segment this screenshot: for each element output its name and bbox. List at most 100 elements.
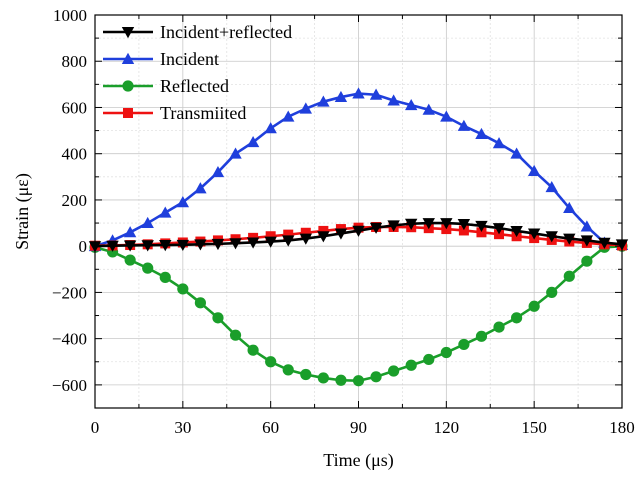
data-point-incident [405,98,418,111]
data-point-incident [475,127,488,140]
legend-label: Transmiited [160,103,246,123]
data-point-incident [510,147,523,159]
data-point-incident [264,122,277,134]
data-point-incident [317,95,330,107]
data-point-incident [123,226,137,238]
data-point-incident [194,182,207,194]
data-point-incident-reflected [475,220,488,233]
data-point-incident-reflected [141,240,154,252]
x-tick-label: 180 [609,418,635,437]
x-tick-label: 60 [262,418,279,437]
data-point-reflected [510,312,523,324]
series-layer [88,87,629,387]
legend-label: Reflected [160,76,229,96]
data-point-reflected [405,359,417,371]
data-point-reflected [159,271,171,283]
data-point-incident-reflected [159,240,172,252]
data-point-incident [440,110,453,122]
data-point-incident-reflected [123,240,137,252]
data-point-reflected [528,300,540,312]
data-point-reflected [458,338,470,351]
axis-ticks: 0 30 60 90 120 150 180 −600 −400 −200 0 200 400 600 80… [52,6,635,437]
data-point-reflected [177,283,189,295]
data-point-incident-reflected [545,231,558,243]
data-point-incident-reflected [106,240,119,252]
data-point-reflected [317,372,329,384]
data-point-incident [527,164,541,177]
data-point-incident-reflected [422,218,435,230]
legend-marker [121,27,135,39]
data-point-reflected [300,368,312,381]
legend-marker [123,108,133,118]
data-point-incident [580,220,594,232]
y-tick-label: −600 [52,376,87,395]
x-axis-title: Time (μs) [323,450,394,471]
data-point-incident [176,196,190,208]
data-point-reflected [124,254,136,266]
data-point-incident-reflected [317,231,330,243]
data-point-reflected [475,330,488,342]
data-point-reflected [247,344,259,356]
data-point-incident [545,181,558,193]
data-point-incident [229,147,242,159]
series-incident-reflected [88,218,629,253]
data-point-incident [282,110,295,122]
data-point-incident-reflected [405,218,418,230]
y-tick-label: 600 [62,98,88,117]
data-point-incident-reflected [440,218,453,230]
data-point-incident [352,87,365,99]
data-point-reflected [563,270,575,282]
y-axis-title: Strain (με) [12,173,33,250]
data-point-incident-reflected [299,233,312,245]
data-point-reflected [352,375,365,387]
data-point-incident-reflected [580,235,594,247]
data-point-incident-reflected [387,220,400,232]
x-tick-label: 30 [174,418,191,437]
data-point-incident [457,119,471,131]
data-point-reflected [265,356,277,368]
data-point-incident [369,88,383,100]
data-point-incident-reflected [264,236,277,248]
x-tick-label: 150 [521,418,547,437]
data-point-incident-reflected [563,233,576,245]
legend-marker [122,80,134,92]
data-point-reflected [229,329,242,341]
data-point-transmiited [476,227,487,238]
data-point-reflected [335,374,347,386]
data-point-incident [299,102,312,114]
data-point-incident-reflected [194,239,207,251]
data-point-incident-reflected [246,237,260,249]
data-point-reflected [142,262,154,274]
data-point-reflected [423,353,435,366]
data-point-transmiited [283,229,294,240]
y-tick-label: −400 [52,330,87,349]
data-point-incident-reflected [176,239,190,251]
data-point-transmiited [458,225,469,236]
data-point-incident-reflected [334,228,348,240]
data-point-incident-reflected [229,238,242,250]
x-tick-label: 90 [350,418,367,437]
data-point-reflected [388,365,400,377]
data-point-incident [159,206,172,218]
data-point-incident-reflected [369,222,383,234]
data-point-reflected [212,312,224,324]
data-point-incident-reflected [527,228,541,240]
data-point-transmiited [318,225,329,236]
x-tick-label: 0 [91,418,100,437]
legend-label: Incident [160,49,219,69]
x-tick-label: 120 [434,418,460,437]
data-point-incident [246,135,260,148]
data-point-transmiited [300,227,311,238]
data-point-reflected [370,371,382,383]
data-point-incident [141,216,154,229]
legend: Incident+reflected Incident Reflected Trans… [103,22,292,123]
data-point-incident-reflected [457,219,471,231]
legend-label: Incident+reflected [160,22,292,42]
data-point-reflected [282,364,294,376]
data-point-incident [563,201,576,213]
data-point-incident-reflected [510,225,523,238]
data-point-incident [334,90,348,103]
legend-marker [121,52,135,64]
y-tick-label: 0 [79,237,88,256]
